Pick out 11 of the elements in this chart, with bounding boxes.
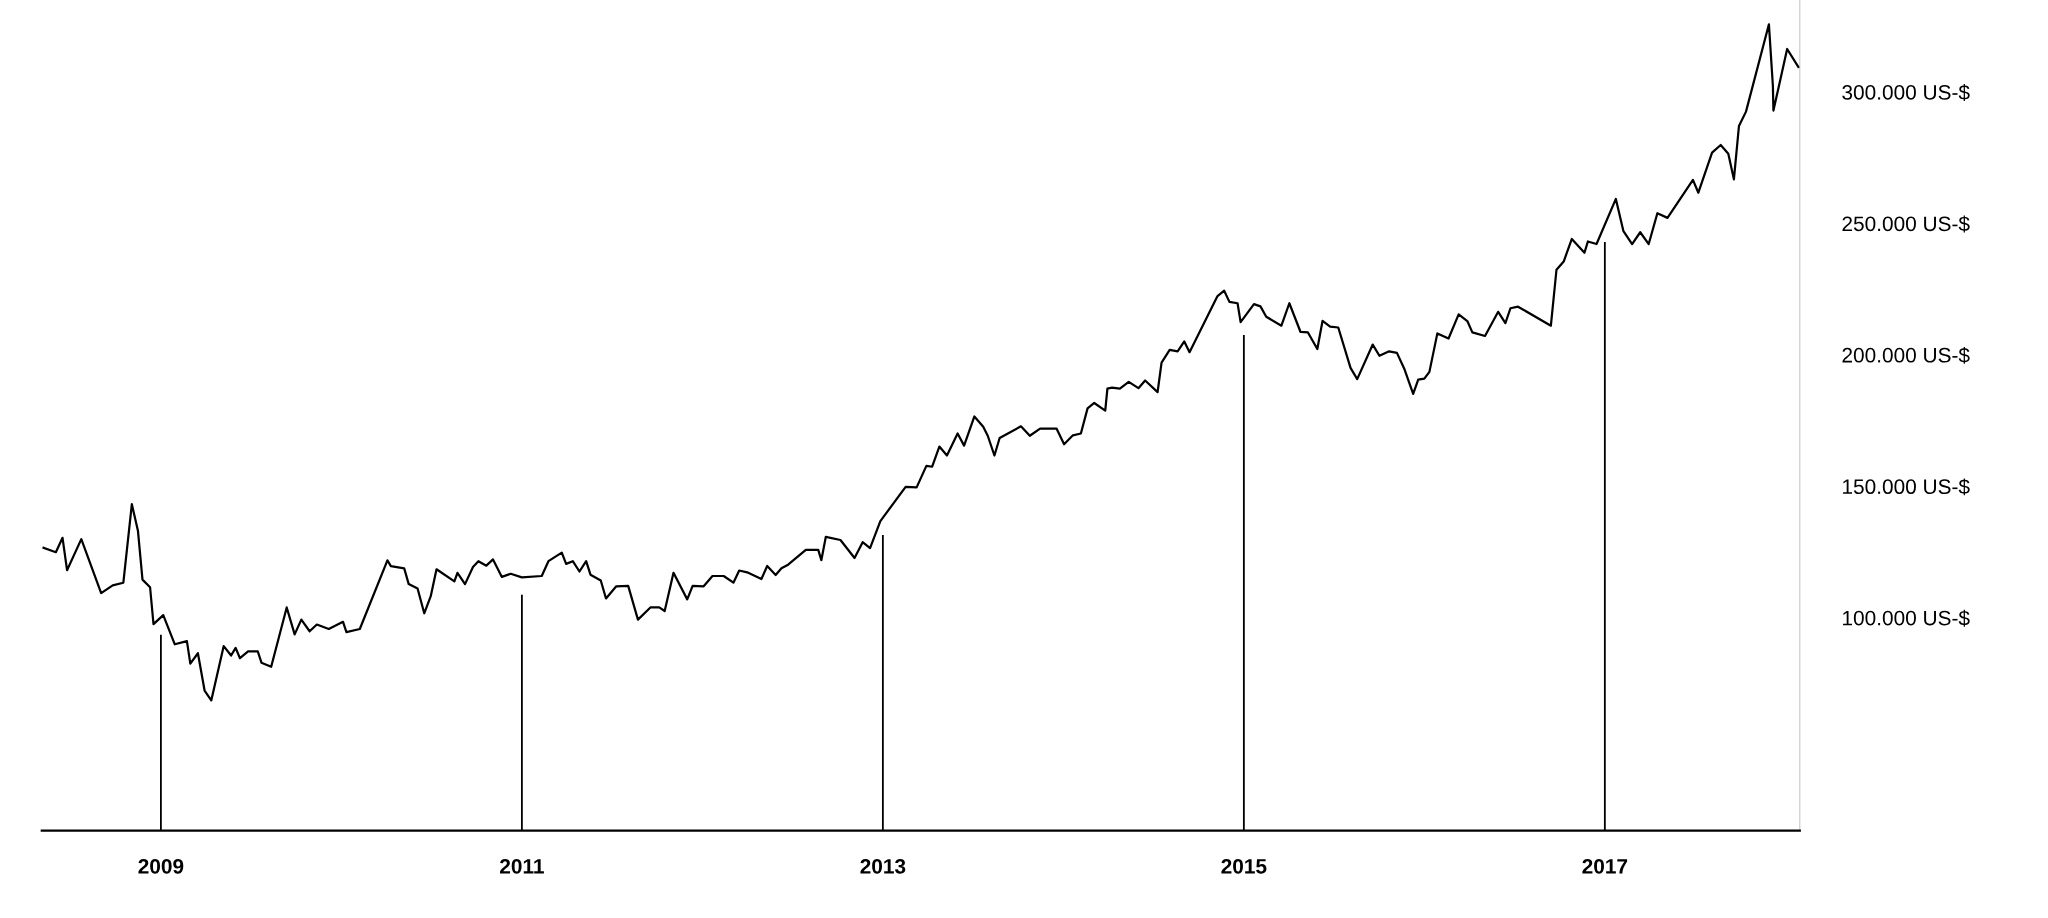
x-tick-label: 2009 <box>138 858 184 874</box>
x-tick-label: 2013 <box>860 858 906 874</box>
y-tick-label: 250.000 US-$ <box>1842 215 1970 233</box>
x-tick-label: 2011 <box>500 858 544 874</box>
x-tick-label: 2015 <box>1221 858 1267 874</box>
y-tick-label: 100.000 US-$ <box>1843 609 1970 627</box>
y-tick-label: 200.000 US-$ <box>1842 346 1970 364</box>
y-tick-label: 150.000 US-$ <box>1843 478 1970 496</box>
line-series <box>42 23 1800 702</box>
x-tick-label: 2017 <box>1582 858 1628 874</box>
y-tick-label: 300.000 US-$ <box>1842 84 1970 101</box>
